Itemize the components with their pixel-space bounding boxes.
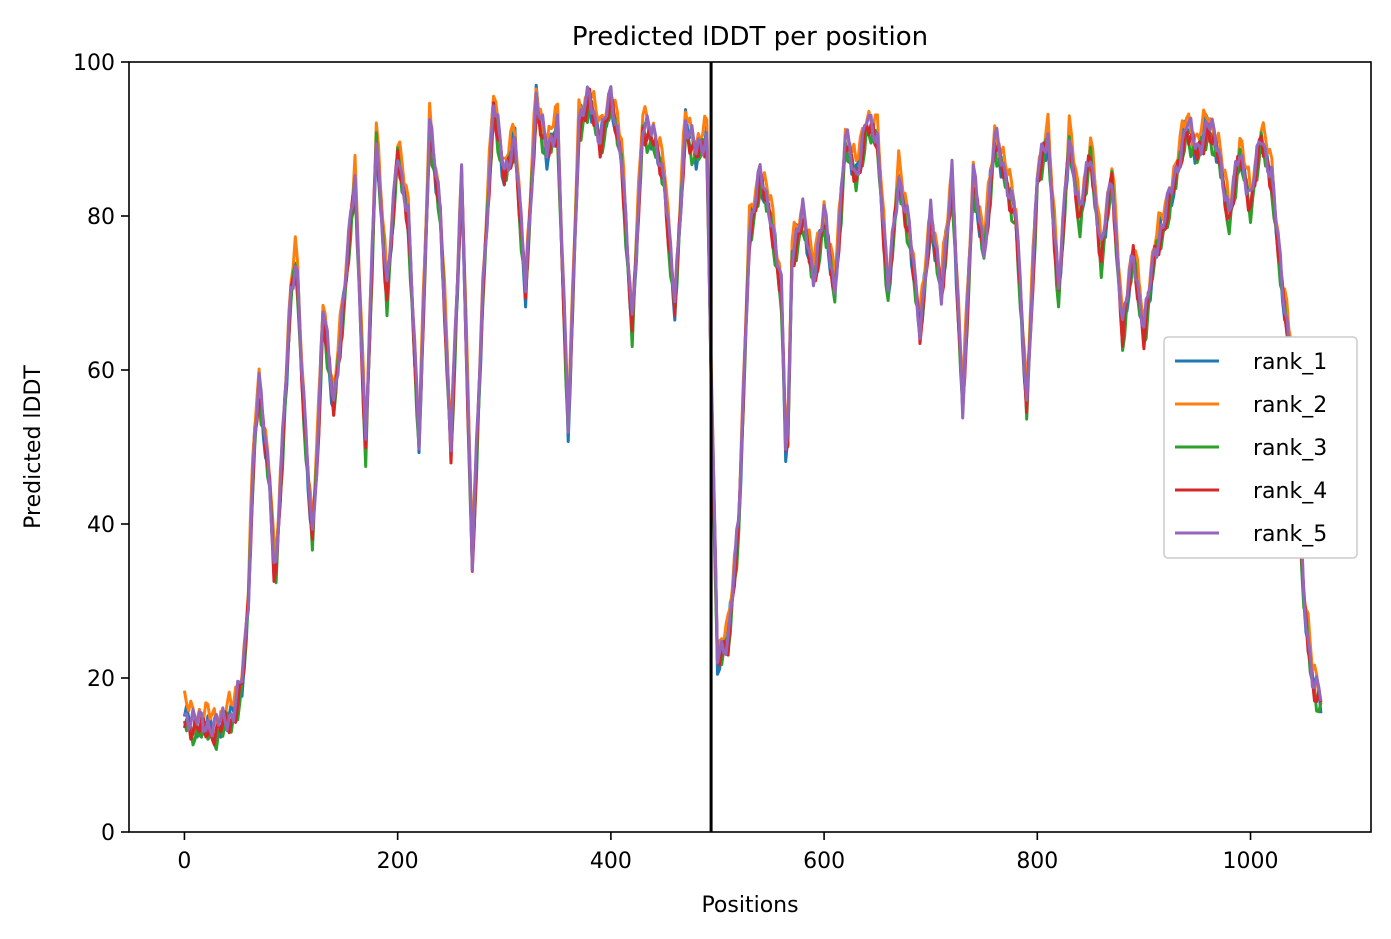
x-tick-label: 400: [590, 849, 632, 874]
y-tick-label: 100: [73, 51, 115, 76]
y-tick-label: 0: [101, 821, 115, 846]
legend-label-rank_5: rank_5: [1253, 522, 1327, 547]
legend-label-rank_3: rank_3: [1253, 436, 1327, 461]
legend-label-rank_2: rank_2: [1253, 393, 1327, 418]
series-layer: [182, 83, 1323, 751]
series-line-rank_5: [183, 85, 1323, 738]
legend-label-rank_1: rank_1: [1253, 350, 1327, 375]
x-tick-label: 1000: [1223, 849, 1279, 874]
x-tick-label: 0: [177, 849, 191, 874]
x-axis-title: Positions: [701, 893, 798, 918]
y-axis: 0 20 40 60 80 100: [73, 51, 129, 846]
y-axis-title: Predicted lDDT: [21, 365, 46, 529]
x-tick-label: 600: [803, 849, 845, 874]
x-tick-label: 800: [1016, 849, 1058, 874]
legend-box: [1163, 336, 1358, 559]
legend-label-rank_4: rank_4: [1253, 479, 1327, 504]
y-tick-label: 80: [87, 205, 115, 230]
y-tick-label: 20: [87, 667, 115, 692]
y-tick-label: 60: [87, 359, 115, 384]
legend: rank_1 rank_2 rank_3 rank_4 rank_5: [1163, 336, 1358, 559]
y-tick-label: 40: [87, 513, 115, 538]
plot-frame: [128, 61, 1372, 833]
x-tick-label: 200: [377, 849, 419, 874]
x-axis: 0 200 400 600 800 1000: [177, 832, 1279, 874]
chart-title: Predicted lDDT per position: [572, 22, 928, 52]
